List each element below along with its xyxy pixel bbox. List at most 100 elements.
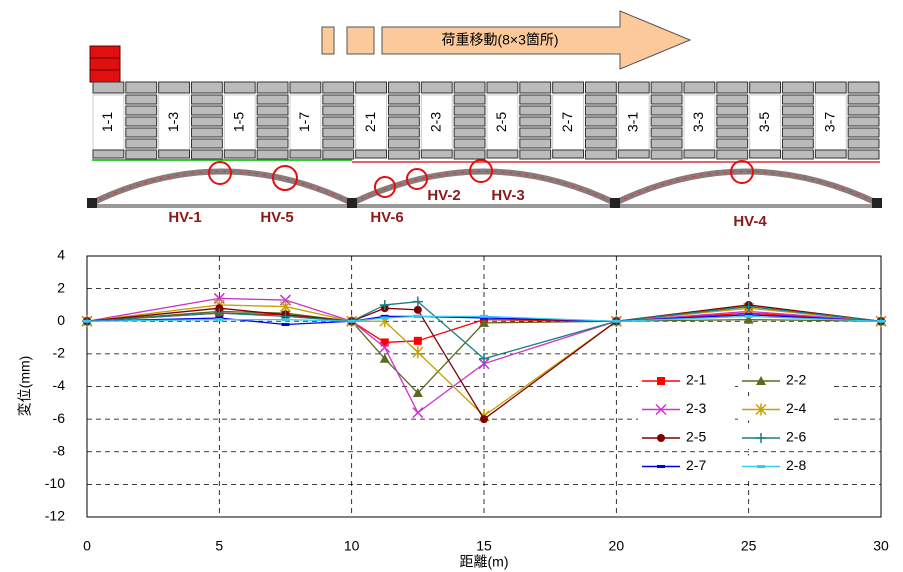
block bbox=[486, 149, 519, 159]
lane bbox=[683, 94, 716, 152]
x-tick-label: 30 bbox=[873, 538, 889, 554]
support bbox=[872, 198, 882, 208]
block bbox=[289, 81, 322, 94]
series-line bbox=[86, 312, 882, 344]
block bbox=[519, 116, 552, 127]
block bbox=[256, 127, 289, 138]
block bbox=[552, 149, 585, 159]
block bbox=[158, 81, 191, 94]
banner: 荷重移動(8×3箇所) bbox=[441, 32, 558, 48]
legend-bg bbox=[638, 427, 734, 449]
block bbox=[585, 105, 617, 116]
legend-bg bbox=[738, 455, 834, 478]
block bbox=[191, 94, 223, 105]
y-tick-label: 2 bbox=[57, 279, 65, 295]
marker bbox=[756, 376, 766, 385]
block bbox=[650, 81, 683, 94]
lane bbox=[158, 94, 191, 152]
x-axis-title: 距離(m) bbox=[460, 554, 509, 570]
marker bbox=[744, 313, 753, 317]
block bbox=[519, 81, 552, 94]
marker bbox=[380, 314, 389, 318]
marker bbox=[479, 353, 489, 364]
lane bbox=[749, 94, 782, 152]
load-block bbox=[89, 45, 121, 83]
block bbox=[847, 105, 880, 116]
marker bbox=[757, 465, 765, 468]
marker bbox=[215, 318, 224, 322]
legend-bg bbox=[638, 455, 734, 478]
block bbox=[158, 149, 191, 159]
marker bbox=[413, 336, 422, 345]
marker bbox=[380, 338, 389, 347]
marker bbox=[657, 434, 665, 442]
block bbox=[322, 127, 355, 138]
block bbox=[256, 81, 289, 94]
marker bbox=[743, 314, 754, 324]
block bbox=[191, 149, 223, 160]
block bbox=[585, 116, 617, 127]
block bbox=[191, 127, 223, 138]
marker bbox=[413, 314, 422, 318]
block bbox=[256, 116, 289, 127]
block bbox=[92, 149, 125, 159]
block bbox=[585, 149, 617, 160]
series-line bbox=[86, 310, 882, 394]
measure-circle bbox=[406, 168, 428, 190]
marker bbox=[412, 346, 424, 359]
legend-bg bbox=[738, 370, 834, 392]
block bbox=[125, 116, 158, 127]
marker bbox=[480, 314, 488, 318]
block bbox=[847, 149, 880, 160]
block bbox=[847, 127, 880, 138]
block bbox=[388, 149, 420, 160]
legend-label: 2-1 bbox=[686, 372, 706, 388]
lane-label: 1-7 bbox=[296, 112, 312, 132]
lane bbox=[486, 94, 519, 152]
block bbox=[191, 138, 223, 149]
block bbox=[388, 105, 420, 116]
block bbox=[223, 149, 256, 159]
lane bbox=[92, 94, 125, 152]
block bbox=[519, 105, 552, 116]
lane-label: 3-7 bbox=[821, 112, 837, 132]
block bbox=[585, 81, 617, 94]
block bbox=[782, 149, 814, 160]
x-tick-label: 25 bbox=[741, 538, 757, 554]
block bbox=[388, 94, 420, 105]
marker bbox=[612, 319, 621, 323]
point-label: HV-3 bbox=[491, 187, 524, 204]
block bbox=[716, 116, 749, 127]
block bbox=[782, 105, 814, 116]
legend-label: 2-2 bbox=[786, 372, 806, 388]
block bbox=[552, 81, 585, 94]
legend-label: 2-7 bbox=[686, 457, 706, 473]
marker bbox=[281, 323, 290, 327]
marker bbox=[281, 318, 290, 322]
block bbox=[322, 81, 355, 94]
point-label: HV-2 bbox=[427, 187, 460, 204]
block bbox=[847, 81, 880, 94]
series-line bbox=[86, 304, 882, 421]
y-tick-label: -8 bbox=[53, 442, 66, 458]
marker bbox=[657, 377, 665, 385]
block bbox=[125, 138, 158, 149]
marker bbox=[412, 407, 424, 419]
point-label: HV-1 bbox=[168, 209, 201, 226]
block bbox=[388, 116, 420, 127]
block bbox=[617, 149, 650, 159]
block bbox=[716, 81, 749, 94]
legend-label: 2-5 bbox=[686, 429, 706, 445]
marker bbox=[347, 319, 356, 323]
block bbox=[814, 81, 847, 94]
marker bbox=[412, 388, 423, 398]
lane bbox=[289, 94, 322, 152]
marker bbox=[479, 317, 489, 327]
block bbox=[355, 149, 387, 159]
y-tick-label: -10 bbox=[45, 475, 65, 491]
lane bbox=[552, 94, 585, 152]
block bbox=[322, 94, 355, 105]
y-tick-label: -4 bbox=[53, 377, 66, 393]
block bbox=[650, 149, 683, 160]
